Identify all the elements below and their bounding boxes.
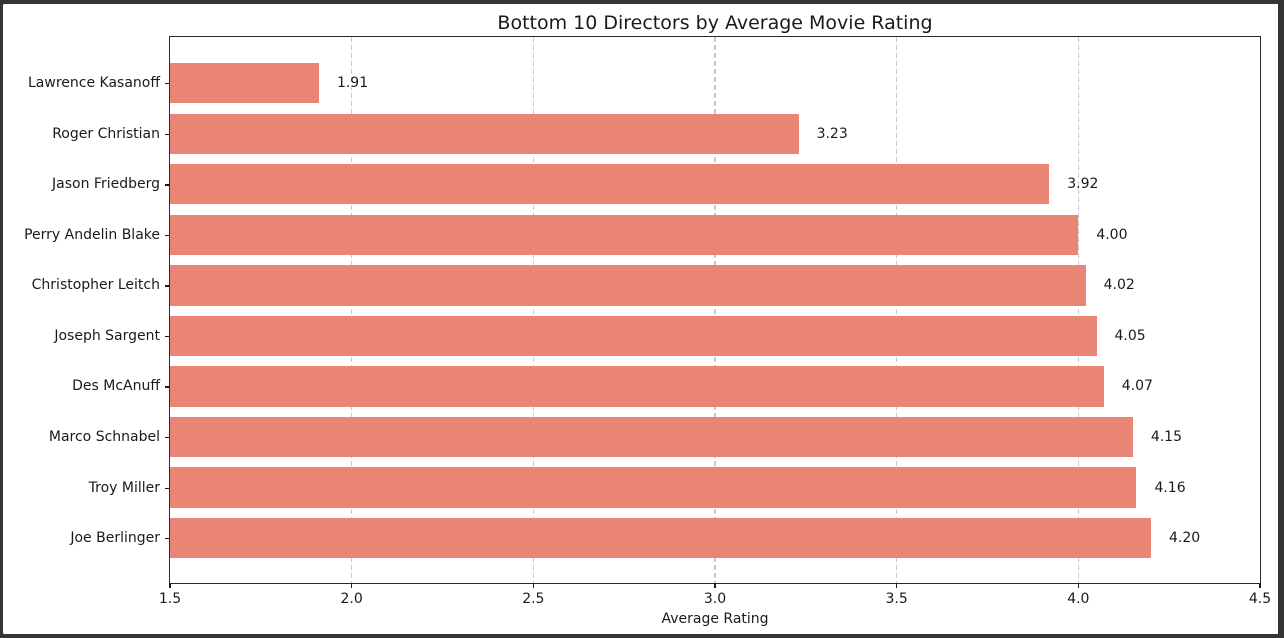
bar bbox=[170, 366, 1104, 407]
y-tick-mark bbox=[165, 386, 170, 388]
bar-value-label: 4.05 bbox=[1114, 327, 1146, 344]
bar-row: 4.15 Marco Schnabel bbox=[49, 416, 1260, 458]
bar-row: 4.07 Des McAnuff bbox=[72, 366, 1260, 407]
bar-value-label: 4.07 bbox=[1121, 378, 1153, 395]
x-tick-mark bbox=[351, 583, 353, 588]
bar bbox=[170, 63, 319, 104]
gridline-x-2.0 bbox=[350, 37, 353, 583]
y-tick-label: Perry Andelin Blake bbox=[24, 226, 160, 243]
bar bbox=[170, 164, 1050, 205]
bar bbox=[170, 517, 1151, 559]
plot-area: Average Rating 1.91 Lawrence Kasanoff 3.23… bbox=[24, 36, 1271, 627]
y-tick-label: Lawrence Kasanoff bbox=[28, 75, 160, 92]
bar-row: 4.02 Christopher Leitch bbox=[32, 265, 1260, 306]
y-tick-label: Christopher Leitch bbox=[31, 277, 160, 294]
x-tick-label: 1.5 bbox=[158, 591, 182, 607]
bar bbox=[170, 315, 1097, 357]
x-axis-label: Average Rating bbox=[661, 611, 769, 627]
x-tick-label: 2.5 bbox=[522, 591, 545, 607]
x-tick-label: 4.5 bbox=[1248, 591, 1272, 607]
bar bbox=[170, 416, 1133, 458]
x-tick-mark bbox=[169, 583, 171, 588]
bar-row: 4.05 Joseph Sargent bbox=[54, 315, 1260, 357]
y-tick-label: Roger Christian bbox=[52, 125, 160, 142]
y-tick-label: Troy Miller bbox=[88, 479, 160, 496]
bar-value-label: 4.15 bbox=[1150, 429, 1182, 446]
gridline-x-2.5 bbox=[532, 37, 535, 583]
y-tick-mark bbox=[165, 285, 170, 287]
x-tick-mark bbox=[1077, 583, 1079, 588]
chart-title: Bottom 10 Directors by Average Movie Rat… bbox=[497, 12, 933, 34]
y-tick-mark bbox=[165, 437, 170, 439]
bar-row: 3.23 Roger Christian bbox=[52, 113, 1260, 154]
x-tick-label: 3.0 bbox=[703, 591, 727, 607]
bar-row: 1.91 Lawrence Kasanoff bbox=[28, 63, 1260, 104]
y-tick-mark bbox=[165, 83, 170, 85]
x-tick-mark bbox=[896, 583, 898, 588]
y-tick-mark bbox=[165, 184, 170, 186]
bar-value-label: 4.16 bbox=[1154, 479, 1186, 496]
y-tick-label: Marco Schnabel bbox=[48, 429, 160, 446]
x-tick-mark bbox=[1259, 583, 1261, 588]
bar-value-label: 4.20 bbox=[1169, 530, 1201, 547]
gridline-x-3.5 bbox=[895, 37, 898, 583]
gridline-x-4.0 bbox=[1077, 37, 1080, 583]
x-tick-label: 4.0 bbox=[1067, 591, 1090, 607]
y-tick-label: Des McAnuff bbox=[72, 378, 160, 395]
bar bbox=[170, 214, 1079, 256]
gridline-x-3.0 bbox=[714, 37, 716, 583]
bar-row: 4.00 Perry Andelin Blake bbox=[24, 214, 1260, 256]
bar bbox=[170, 113, 799, 154]
bar bbox=[170, 467, 1137, 508]
y-tick-mark bbox=[165, 234, 170, 237]
x-tick-mark bbox=[532, 583, 534, 588]
x-tick-label: 2.0 bbox=[340, 591, 363, 607]
y-tick-mark bbox=[165, 133, 170, 136]
bar-row: 4.20 Joe Berlinger bbox=[70, 517, 1260, 559]
bar-row: 4.16 Troy Miller bbox=[89, 467, 1260, 508]
bar-value-label: 3.92 bbox=[1067, 176, 1099, 193]
bar-value-label: 4.00 bbox=[1096, 226, 1128, 243]
y-tick-mark bbox=[165, 487, 170, 489]
x-tick-mark bbox=[714, 583, 716, 588]
bar-value-label: 1.91 bbox=[336, 75, 369, 92]
y-tick-label: Jason Friedberg bbox=[52, 176, 160, 193]
bar-value-label: 4.02 bbox=[1103, 277, 1135, 294]
bar-value-label: 3.23 bbox=[816, 125, 848, 142]
y-tick-mark bbox=[165, 538, 170, 540]
y-tick-label: Joseph Sargent bbox=[54, 327, 160, 344]
y-tick-label: Joe Berlinger bbox=[70, 530, 160, 547]
y-tick-mark bbox=[165, 335, 170, 338]
bar bbox=[170, 265, 1086, 306]
x-tick-label: 3.5 bbox=[885, 591, 908, 607]
bar-row: 3.92 Jason Friedberg bbox=[52, 164, 1260, 205]
